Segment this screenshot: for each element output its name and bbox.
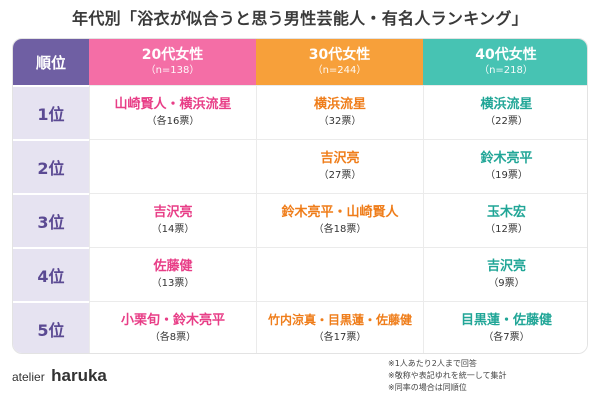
celebrity-name: 目黒蓮・佐藤健 — [460, 313, 552, 328]
table-cell: 目黒蓮・佐藤健 （各7票） — [423, 301, 587, 353]
vote-count: （32票） — [318, 116, 362, 127]
column-header-label: 20代女性 — [141, 47, 204, 63]
column-header-sample-size: （n=244） — [312, 65, 367, 76]
table-cell: 佐藤健 （13票） — [89, 247, 256, 301]
column-header-40s: 40代女性 （n=218） — [423, 39, 587, 85]
vote-count: （各8票） — [149, 332, 197, 343]
rank-label: 3位 — [13, 193, 89, 247]
column-header-label: 30代女性 — [308, 47, 371, 63]
rank-label: 1位 — [13, 85, 89, 139]
celebrity-name: 山崎賢人・横浜流星 — [114, 97, 232, 112]
logo-prefix: atelier — [12, 370, 45, 384]
celebrity-name: 玉木宏 — [486, 205, 526, 220]
table-cell: 小栗旬・鈴木亮平 （各8票） — [89, 301, 256, 353]
column-header-sample-size: （n=138） — [145, 65, 200, 76]
vote-count: （各18票） — [313, 224, 367, 235]
vote-count: （14票） — [151, 224, 195, 235]
table-cell: 吉沢亮 （27票） — [256, 139, 423, 193]
footnotes: ※1人あたり2人まで回答 ※敬称や表記ゆれを統一して集計 ※同率の場合は同順位 — [388, 358, 588, 394]
vote-count: （各17票） — [313, 332, 367, 343]
vote-count: （各16票） — [146, 116, 200, 127]
celebrity-name: 佐藤健 — [153, 259, 193, 274]
vote-count: （13票） — [151, 278, 195, 289]
column-header-label: 40代女性 — [475, 47, 537, 63]
vote-count: （12票） — [485, 224, 528, 235]
vote-count: （19票） — [485, 170, 528, 181]
column-header-20s: 20代女性 （n=138） — [89, 39, 256, 85]
brand-logo: atelier haruka — [12, 366, 107, 386]
table-cell — [89, 139, 256, 193]
table-cell: 横浜流星 （32票） — [256, 85, 423, 139]
vote-count: （各7票） — [483, 332, 530, 343]
celebrity-name: 吉沢亮 — [486, 259, 526, 274]
table-cell: 山崎賢人・横浜流星 （各16票） — [89, 85, 256, 139]
table-cell — [256, 247, 423, 301]
rank-label: 5位 — [13, 301, 89, 353]
table-cell: 横浜流星 （22票） — [423, 85, 587, 139]
footnote: ※敬称や表記ゆれを統一して集計 — [388, 371, 507, 380]
footnote: ※1人あたり2人まで回答 — [388, 359, 477, 368]
column-header-30s: 30代女性 （n=244） — [256, 39, 423, 85]
vote-count: （22票） — [485, 116, 528, 127]
celebrity-name: 竹内涼真・目黒蓮・佐藤健 — [267, 313, 412, 327]
rank-column-header: 順位 — [13, 39, 89, 85]
table-cell: 吉沢亮 （9票） — [423, 247, 587, 301]
celebrity-name: 吉沢亮 — [153, 205, 193, 220]
rank-label: 4位 — [13, 247, 89, 301]
table-cell: 鈴木亮平 （19票） — [423, 139, 587, 193]
celebrity-name: 鈴木亮平 — [480, 151, 533, 166]
celebrity-name: 小栗旬・鈴木亮平 — [120, 313, 225, 328]
celebrity-name: 横浜流星 — [480, 97, 533, 112]
celebrity-name: 鈴木亮平・山崎賢人 — [281, 205, 399, 220]
table-cell: 竹内涼真・目黒蓮・佐藤健 （各17票） — [256, 301, 423, 353]
vote-count: （27票） — [318, 170, 362, 181]
column-header-sample-size: （n=218） — [479, 65, 533, 76]
table-cell: 吉沢亮 （14票） — [89, 193, 256, 247]
vote-count: （9票） — [488, 278, 525, 289]
rank-label: 2位 — [13, 139, 89, 193]
celebrity-name: 吉沢亮 — [320, 151, 360, 166]
page-title: 年代別「浴衣が似合うと思う男性芸能人・有名人ランキング」 — [72, 9, 528, 28]
ranking-table: 順位 20代女性 （n=138） 30代女性 （n=244） 40代女性 （n=… — [12, 38, 588, 354]
footnote: ※同率の場合は同順位 — [388, 383, 467, 392]
table-cell: 玉木宏 （12票） — [423, 193, 587, 247]
table-cell: 鈴木亮平・山崎賢人 （各18票） — [256, 193, 423, 247]
logo-name: haruka — [51, 366, 107, 385]
celebrity-name: 横浜流星 — [313, 97, 366, 112]
